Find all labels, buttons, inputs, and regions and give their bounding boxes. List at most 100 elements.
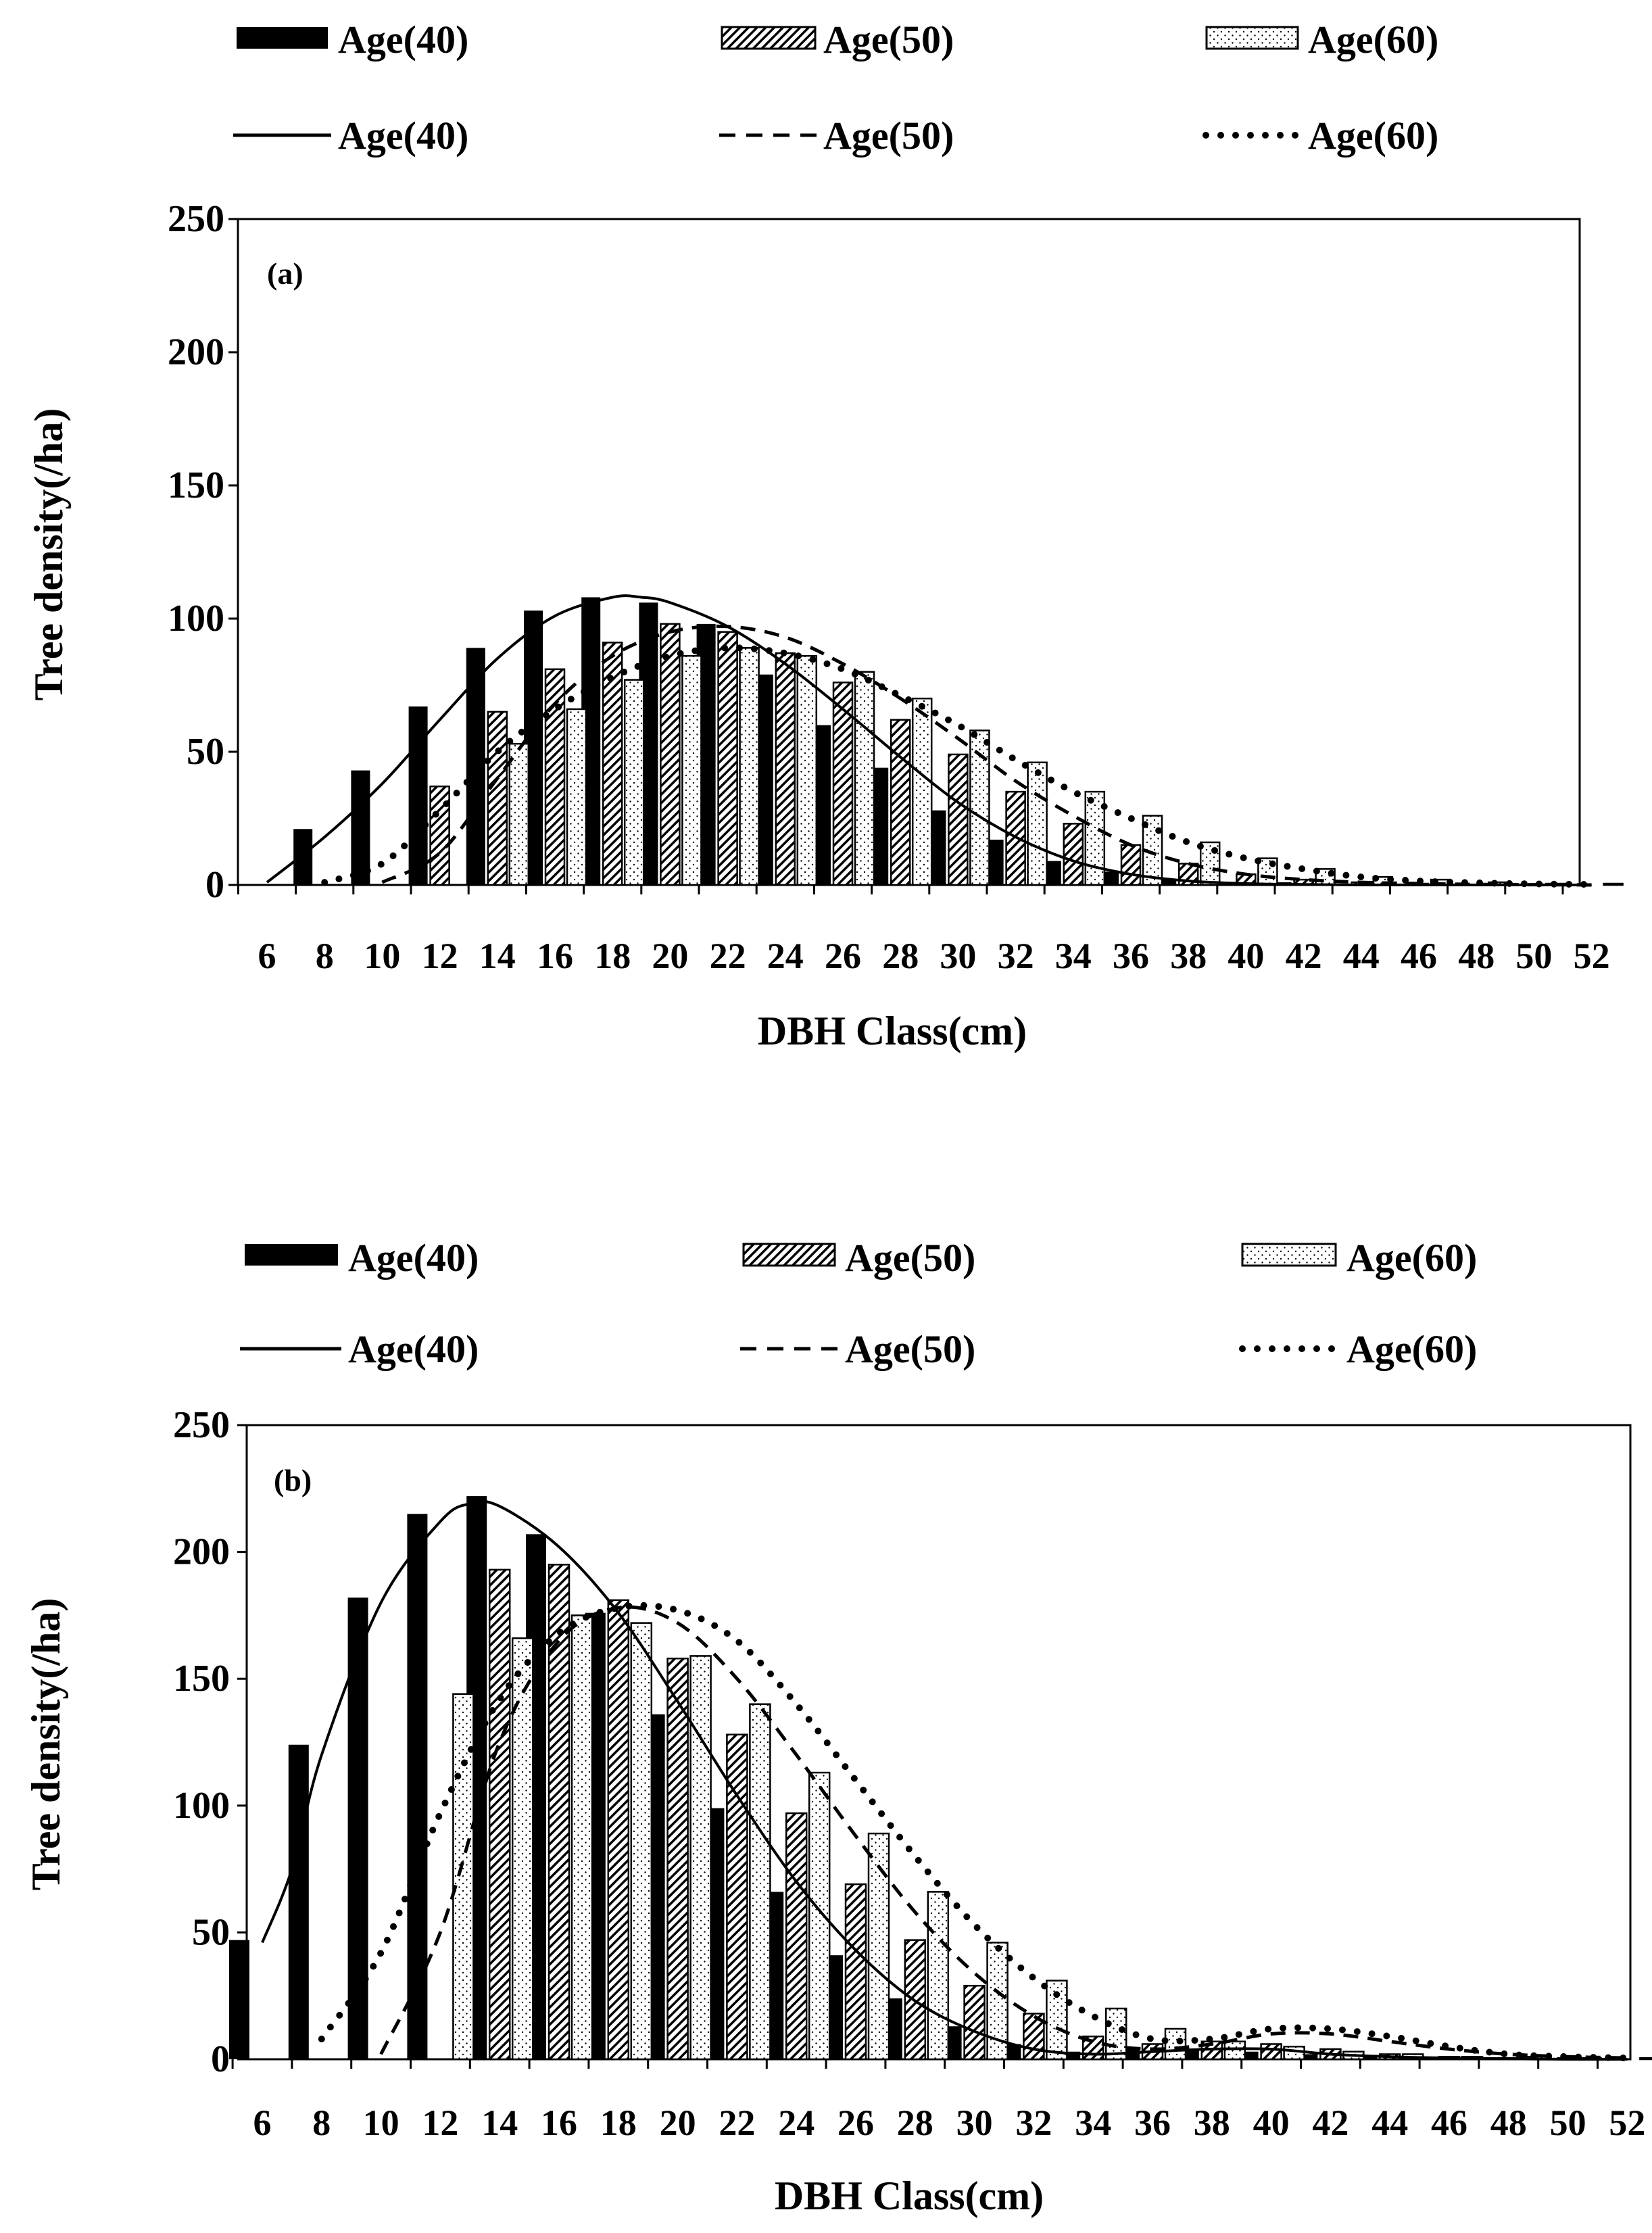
legend: Age(40) Age(50) Age(60) Age(40) Age(50) … [240,1236,1477,1371]
x-tick-label: 44 [1343,936,1380,976]
legend-swatch-age50-bar [721,26,817,50]
bar-age60-12 [452,1693,475,2061]
x-tick-label: 20 [652,936,688,976]
bar-age60-26 [867,1832,890,2061]
bar-age40-14 [466,648,485,885]
bar-age60-34 [1104,2007,1127,2061]
bar-age50-24 [775,652,796,886]
x-tick-label: 40 [1228,936,1264,976]
x-tick-label: 14 [479,936,516,976]
x-axis-ticks: 6 8 10 12 14 16 18 20 22 24 26 28 30 32 34 36 38 40 42 44 46… [231,2059,1645,2143]
bar-age60-16 [566,708,587,886]
bar-age60-20 [689,1655,712,2061]
bar-age50-14 [488,1568,511,2061]
bar-age50-34 [1063,823,1084,886]
x-tick-label: 34 [1055,936,1092,976]
x-tick-label: 42 [1286,936,1322,976]
x-tick-label: 24 [778,2103,815,2143]
bar-age60-22 [739,647,760,886]
y-tick-label: 250 [173,1404,230,1446]
bar-age60-40 [1283,2045,1305,2061]
y-tick-label: 0 [211,2038,230,2080]
x-tick-label: 52 [1609,2103,1645,2143]
bar-age50-14 [487,711,508,886]
bar-age60-16 [570,1614,593,2061]
y-tick-label: 0 [205,864,224,906]
legend-label-age40-bar: Age(40) [348,1236,479,1280]
legend-label-age60-line: Age(60) [1308,114,1438,158]
bar-age50-32 [1005,790,1026,886]
legend-label-age40-line: Age(40) [348,1327,479,1371]
legend: Age(40) Age(50) Age(60) Age(40) Age(50) … [233,18,1438,158]
bar-age50-22 [717,631,738,886]
bar-age60-52 [1603,882,1624,886]
x-axis-title: DBH Class(cm) [758,1009,1027,1053]
bar-age50-28 [890,719,911,886]
x-tick-label: 22 [710,936,746,976]
legend-swatch-age60-bar [1205,26,1299,50]
legend-label-age50-bar: Age(50) [845,1236,975,1280]
legend-label-age50-line: Age(50) [823,114,954,158]
x-tick-label: 6 [258,936,276,976]
legend-swatch-age40-bar [245,1244,338,1266]
y-tick-label: 150 [168,464,224,506]
x-tick-label: 18 [600,2103,637,2143]
fit-line-age60-dotted [318,1602,1631,2062]
x-tick-label: 38 [1170,936,1207,976]
panel-label: (a) [267,256,303,291]
bar-age60-30 [986,1942,1009,2061]
bar-age40-40 [1238,2051,1259,2059]
x-tick-label: 46 [1401,936,1437,976]
y-tick-label: 100 [173,1785,230,1827]
lines-layer [266,594,1595,888]
x-tick-label: 10 [364,936,400,976]
legend-label-age50-bar: Age(50) [823,18,954,62]
bar-age50-30 [963,1984,986,2061]
y-axis-ticks: 0 50 100 150 200 250 [173,1404,247,2080]
x-tick-label: 30 [940,936,976,976]
legend-label-age60-line: Age(60) [1346,1327,1477,1371]
fit-line-age50-dashed [379,1605,1628,2060]
fit-line-age50-dashed [381,624,1592,887]
bar-age50-30 [948,753,969,886]
x-axis-ticks: 6 8 10 12 14 16 18 20 22 24 26 28 30 32 34 36 38 40 42 44 46… [237,885,1610,976]
y-tick-label: 250 [168,198,224,240]
x-tick-label: 30 [956,2103,993,2143]
bar-age40-12 [407,1514,428,2059]
bar-age40-44 [1357,2057,1378,2059]
bar-age50-20 [660,623,681,886]
x-tick-label: 36 [1134,2103,1171,2143]
bar-age50-18 [607,1599,630,2061]
x-tick-label: 50 [1550,2103,1586,2143]
bars-layer [229,1496,1652,2061]
bar-age60-20 [681,654,702,886]
x-tick-label: 14 [481,2103,518,2143]
x-tick-label: 46 [1431,2103,1467,2143]
x-tick-label: 22 [719,2103,755,2143]
x-tick-label: 26 [825,936,861,976]
legend-label-age40-bar: Age(40) [338,18,468,62]
fit-line-age40-solid [261,1499,1628,2061]
y-tick-label: 50 [187,731,224,773]
fit-line-age60-dotted [321,644,1595,888]
bar-age60-14 [508,742,530,886]
bar-age60-26 [854,671,875,886]
x-tick-label: 18 [594,936,631,976]
x-tick-label: 38 [1194,2103,1230,2143]
x-axis-title: DBH Class(cm) [775,2174,1044,2218]
bar-age60-32 [1027,761,1048,886]
x-tick-label: 12 [422,936,458,976]
y-axis-title: Tree density(/ha) [26,408,71,701]
y-axis-title: Tree density(/ha) [24,1598,68,1891]
bar-age50-26 [844,1883,867,2061]
bar-age50-24 [785,1812,808,2061]
bar-age40-38 [1157,880,1177,885]
x-tick-label: 52 [1574,936,1610,976]
bar-age50-18 [602,642,623,886]
y-tick-label: 150 [173,1658,230,1700]
x-tick-label: 32 [1015,2103,1052,2143]
legend-swatch-age50-bar [742,1243,836,1267]
bar-age50-36 [1120,844,1142,886]
lines-layer [261,1499,1631,2062]
bars-layer [293,597,1624,886]
